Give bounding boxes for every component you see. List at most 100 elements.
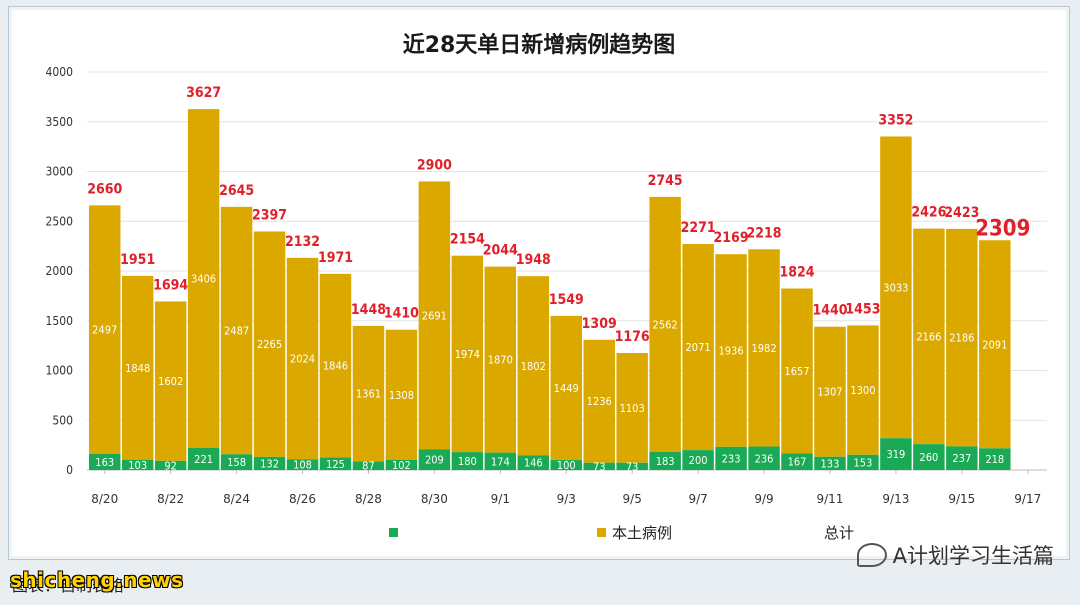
bar-local-label: 221	[194, 453, 213, 466]
bar-total-label: 1948	[516, 252, 551, 268]
bar-domestic-label: 1236	[587, 395, 612, 408]
x-tick-label: 9/13	[882, 492, 909, 506]
bar-domestic-label: 3033	[883, 281, 908, 294]
bar-domestic	[352, 325, 385, 462]
bar-domestic	[286, 257, 319, 460]
bar-total-label: 2218	[747, 225, 782, 241]
bar-domestic	[847, 325, 879, 455]
x-tick-label: 8/20	[91, 492, 118, 506]
bar-local	[583, 462, 615, 470]
bar-total-label: 1309	[582, 316, 617, 332]
bar-total-label: 2397	[252, 207, 287, 223]
bar-local-label: 163	[95, 456, 114, 469]
bar-total-label: 1453	[845, 301, 880, 317]
bar-local	[253, 456, 286, 470]
bar-domestic-label: 2487	[224, 325, 249, 338]
bar-local	[979, 448, 1011, 470]
bar-domestic-label: 1308	[389, 389, 414, 402]
bar-local-label: 233	[722, 452, 741, 465]
y-axis: 0 500 1000 1500 2000 2500 3000 3500 4000	[46, 65, 74, 477]
bar-domestic-label: 1300	[850, 384, 875, 397]
caption: 图表：自制表格	[12, 576, 125, 595]
bar-local	[517, 455, 550, 470]
bar-local-label: 125	[326, 458, 345, 471]
watermark: A计划学习生活篇	[856, 540, 1054, 570]
bar-domestic-label: 1103	[620, 402, 645, 415]
bar-domestic-label: 1974	[455, 348, 480, 361]
bar-local	[418, 449, 451, 470]
legend-label: 总计	[824, 524, 854, 542]
bar-domestic-label: 2562	[653, 318, 678, 331]
x-tick-label: 8/22	[157, 492, 184, 506]
bar-local-label: 180	[458, 455, 477, 468]
chart-frame: 近28天单日新增病例趋势图 2497 163 2660 1848 103 1951 1602…	[8, 6, 1070, 560]
watermark-text: A计划学习生活篇	[892, 544, 1054, 568]
bar-local	[814, 456, 846, 470]
y-tick-label: 0	[66, 463, 73, 477]
bar-total-label: 2132	[285, 234, 320, 250]
bar-domestic-label: 1982	[751, 342, 776, 355]
bar-domestic-label: 2265	[257, 338, 282, 351]
bar-domestic	[484, 266, 517, 453]
bar-domestic-label: 2091	[982, 338, 1007, 351]
bar-domestic	[814, 326, 846, 457]
chart-canvas: 近28天单日新增病例趋势图 2497 163 2660 1848 103 1951 1602…	[46, 32, 1047, 542]
bar-local-label: 260	[919, 451, 938, 464]
bar-local	[748, 446, 780, 470]
bar-domestic	[880, 136, 912, 439]
bar-total-label: 1951	[120, 252, 155, 268]
bar-domestic	[319, 273, 352, 458]
bar-domestic-label: 1361	[356, 388, 381, 401]
bar-local-label: 158	[227, 456, 246, 469]
bar-total-label: 2645	[219, 183, 254, 199]
bar-domestic-label: 1802	[521, 360, 546, 373]
bar-local	[484, 452, 517, 470]
x-tick-label: 9/3	[557, 492, 576, 506]
bar-total-label: 2423	[944, 205, 979, 221]
x-tick-label: 9/15	[948, 492, 975, 506]
bar-local	[385, 459, 418, 470]
bar-domestic-label: 1657	[784, 365, 809, 378]
bar-local	[220, 454, 253, 470]
bar-local	[89, 453, 121, 470]
y-tick-label: 1500	[46, 314, 74, 328]
bar-domestic	[517, 276, 550, 456]
bar-local	[451, 452, 484, 470]
y-tick-label: 500	[52, 413, 73, 427]
bar-domestic-label: 1307	[817, 386, 842, 399]
bar-domestic	[616, 352, 648, 463]
x-tick-label: 8/30	[421, 492, 448, 506]
bar-local-label: 133	[821, 457, 840, 470]
bar-domestic	[253, 231, 286, 457]
y-tick-label: 3500	[46, 115, 74, 129]
y-tick-label: 3000	[46, 165, 74, 179]
bar-local	[121, 459, 154, 470]
bar-domestic-label: 1936	[718, 345, 743, 358]
y-tick-label: 2500	[46, 214, 74, 228]
bar-domestic	[187, 109, 220, 449]
bar-domestic	[946, 228, 978, 447]
bar-local	[187, 448, 220, 470]
bar-total-label: 1176	[615, 329, 650, 345]
chart-title: 近28天单日新增病例趋势图	[403, 32, 676, 58]
bar-domestic	[715, 254, 747, 447]
bar-local	[649, 451, 681, 470]
bar-total-label: 1440	[812, 303, 847, 319]
bar-local-label: 209	[425, 454, 444, 467]
source-watermark: shicheng.news	[10, 568, 184, 592]
bar-domestic-label: 2186	[949, 332, 974, 345]
bar-local	[286, 459, 319, 470]
bar-domestic-label: 3406	[191, 273, 216, 286]
bar-local	[319, 457, 352, 470]
bar-domestic-label: 2497	[92, 324, 117, 337]
bar-local-label: 103	[128, 459, 147, 472]
bar-total-label: 1448	[351, 302, 386, 318]
bar-domestic	[418, 181, 451, 450]
bar-domestic	[385, 329, 418, 460]
bar-domestic	[913, 228, 945, 445]
bar-domestic-label: 1870	[488, 354, 513, 367]
bar-domestic-label: 1846	[323, 360, 348, 373]
bar-local	[352, 461, 385, 470]
x-tick-label: 9/9	[754, 492, 773, 506]
bar-local-label: 200	[689, 454, 708, 467]
